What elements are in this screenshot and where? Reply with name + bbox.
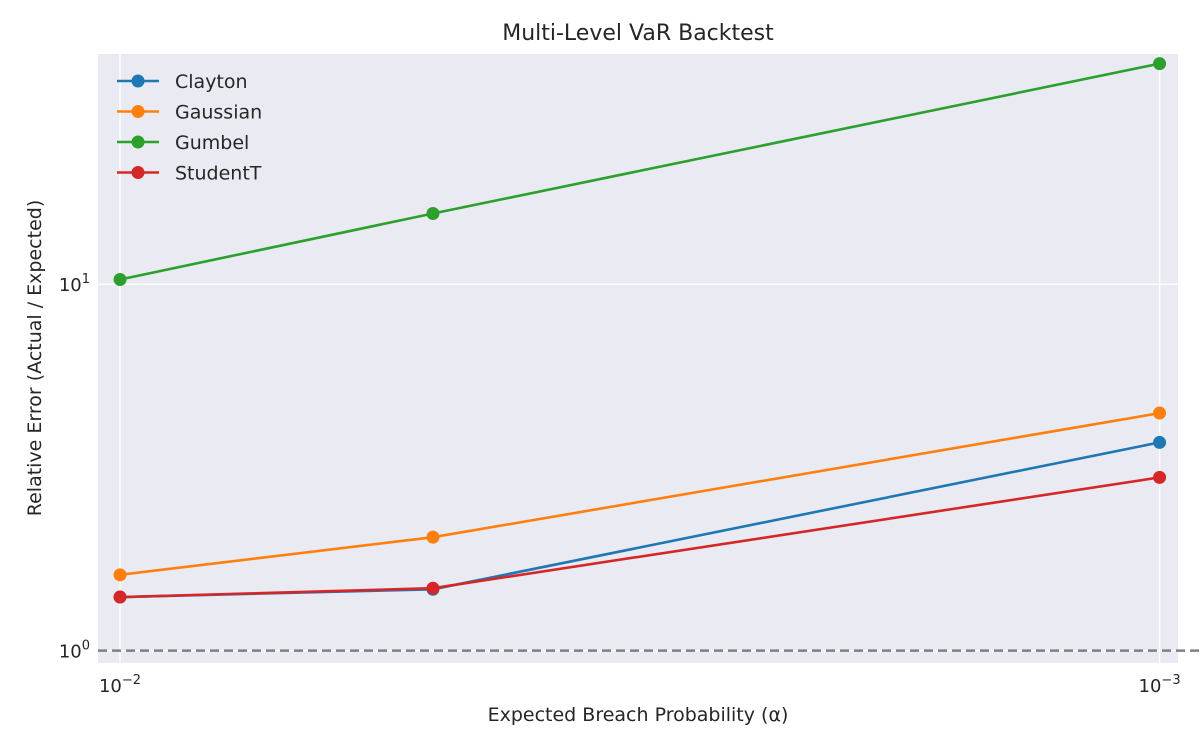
data-point-gumbel xyxy=(426,206,440,220)
y-axis-label: Relative Error (Actual / Expected) xyxy=(24,200,46,517)
y-tick-label: 101 xyxy=(59,272,90,296)
legend-label-gaussian: Gaussian xyxy=(175,102,262,124)
series-lines xyxy=(113,57,1167,604)
chart-title: Multi-Level VaR Backtest xyxy=(502,21,774,46)
y-tick-label: 100 xyxy=(59,639,90,663)
legend: Clayton Gaussian Gumbel StudentT xyxy=(117,71,262,185)
data-point-clayton xyxy=(1153,435,1167,449)
tick-labels: 10−2 10−3 100 101 xyxy=(59,272,1181,697)
legend-label-gumbel: Gumbel xyxy=(175,132,249,154)
data-point-gumbel xyxy=(1153,57,1167,71)
legend-marker-gumbel xyxy=(131,135,145,149)
x-tick-label: 10−2 xyxy=(99,673,141,697)
data-point-studentt xyxy=(113,590,127,604)
data-point-gaussian xyxy=(1153,406,1167,420)
legend-marker-gaussian xyxy=(131,105,145,118)
data-point-studentt xyxy=(1153,470,1167,484)
legend-marker-studentt xyxy=(131,166,145,179)
x-tick-label: 10−3 xyxy=(1139,673,1181,697)
data-point-studentt xyxy=(426,581,440,595)
legend-marker-clayton xyxy=(131,74,145,88)
data-point-gaussian xyxy=(426,530,440,544)
legend-label-clayton: Clayton xyxy=(175,71,248,93)
plot-area xyxy=(98,54,1178,663)
x-axis-label: Expected Breach Probability (α) xyxy=(488,704,789,726)
data-point-gumbel xyxy=(113,273,127,287)
data-point-gaussian xyxy=(113,568,127,582)
legend-label-studentt: StudentT xyxy=(175,163,262,185)
